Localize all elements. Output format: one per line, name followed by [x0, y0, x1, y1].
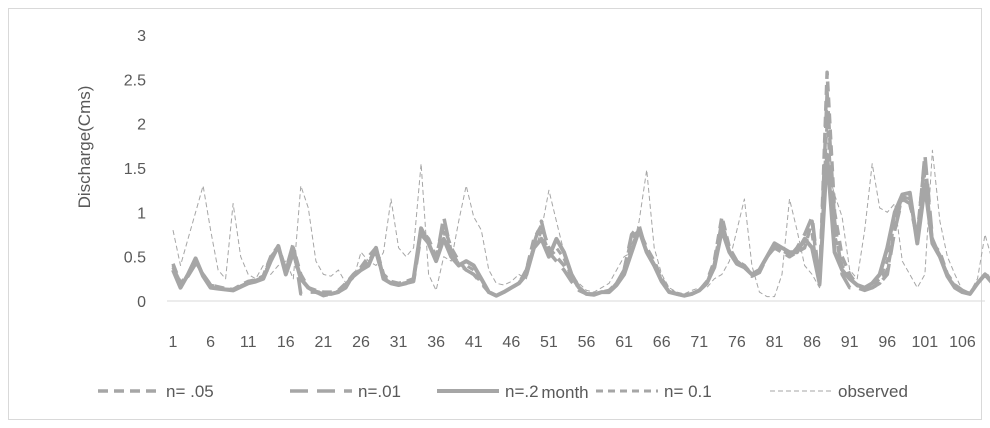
y-axis-title: Discharge(Cms) — [75, 86, 94, 209]
legend: n= .05 n=.01 n=.2 n= 0.1 observed — [98, 382, 908, 401]
x-tick-label: 21 — [314, 334, 332, 351]
x-tick-label: 106 — [949, 334, 976, 351]
y-tick-label: 2.5 — [124, 72, 146, 89]
x-tick-label: 81 — [766, 334, 784, 351]
legend-label-2: n=.2 — [505, 382, 539, 401]
legend-label-3: n= 0.1 — [664, 382, 712, 401]
x-tick-label: 6 — [206, 334, 215, 351]
x-tick-label: 56 — [578, 334, 596, 351]
chart-frame — [8, 8, 982, 420]
y-tick-label: 0 — [137, 294, 146, 311]
x-tick-label: 61 — [615, 334, 633, 351]
series-line-4 — [172, 149, 990, 298]
y-tick-label: 3 — [137, 28, 146, 45]
y-tick-label: 0.5 — [124, 250, 146, 267]
x-tick-label: 101 — [912, 334, 939, 351]
legend-label-1: n=.01 — [358, 382, 401, 401]
legend-label-0: n= .05 — [166, 382, 214, 401]
x-tick-label: 1 — [169, 334, 178, 351]
x-tick-label: 96 — [878, 334, 896, 351]
x-tick-label: 11 — [240, 334, 257, 351]
x-axis-title: month — [541, 383, 588, 402]
x-tick-label: 66 — [653, 334, 671, 351]
x-tick-label: 51 — [540, 334, 558, 351]
x-tick-label: 71 — [690, 334, 708, 351]
y-tick-label: 1 — [137, 205, 146, 222]
x-tick-label: 46 — [502, 334, 520, 351]
x-tick-label: 86 — [803, 334, 821, 351]
x-tick-label: 31 — [390, 334, 408, 351]
x-tick-label: 36 — [427, 334, 445, 351]
y-axis-ticks: 0 0.5 1 1.5 2 2.5 3 — [124, 28, 146, 311]
y-tick-label: 1.5 — [124, 161, 146, 178]
x-axis-ticks: 1 6 11 16 21 26 31 36 41 46 51 56 61 66 71 76 81 86 91 96 10… — [169, 334, 976, 351]
series-line-2 — [171, 152, 990, 298]
legend-label-4: observed — [838, 382, 908, 401]
y-tick-label: 2 — [137, 117, 146, 134]
x-tick-label: 16 — [277, 334, 295, 351]
series-group — [171, 70, 990, 298]
x-tick-label: 76 — [728, 334, 746, 351]
x-tick-label: 41 — [465, 334, 483, 351]
x-tick-label: 91 — [841, 334, 859, 351]
x-tick-label: 26 — [352, 334, 370, 351]
